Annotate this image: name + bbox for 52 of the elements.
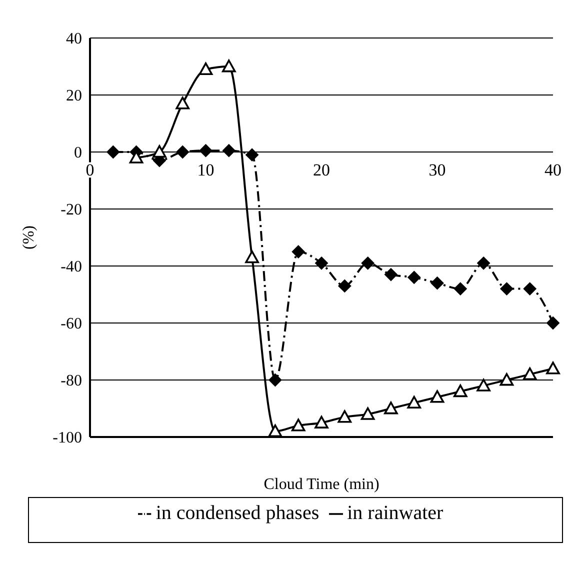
x-tick-label: 40	[544, 160, 562, 180]
y-axis-title: (%)	[20, 226, 38, 250]
point	[546, 316, 560, 330]
point	[152, 145, 166, 158]
point	[384, 268, 398, 282]
y-tick-label: -80	[60, 372, 82, 390]
point	[360, 407, 375, 420]
x-axis-title: Cloud Time (min)	[264, 476, 380, 493]
point	[546, 362, 560, 374]
point	[522, 367, 537, 380]
y-tick-label: 0	[74, 144, 82, 162]
point	[338, 410, 352, 423]
point	[176, 146, 190, 158]
point	[523, 282, 536, 296]
point	[477, 256, 490, 270]
point	[199, 144, 212, 158]
y-tick-label: -60	[60, 316, 82, 333]
point	[361, 256, 374, 270]
y-tick-label: -20	[60, 202, 82, 219]
point	[292, 245, 305, 258]
x-tick-label: 10	[197, 160, 214, 180]
point	[198, 62, 213, 76]
point	[245, 250, 259, 264]
point	[407, 396, 421, 408]
point	[314, 416, 328, 428]
point	[315, 256, 328, 270]
y-tick-label: 20	[66, 88, 82, 105]
point	[106, 146, 120, 158]
point	[408, 270, 421, 284]
point	[430, 276, 444, 290]
point	[430, 390, 444, 403]
point	[476, 378, 490, 392]
point	[500, 373, 514, 386]
point	[222, 144, 236, 158]
y-tick-label: 40	[66, 30, 82, 48]
point	[454, 282, 467, 296]
point	[268, 374, 282, 386]
x-tick-label: 20	[313, 160, 330, 180]
point	[338, 279, 352, 292]
point	[454, 384, 468, 398]
x-tick-label: 30	[428, 160, 446, 180]
point	[500, 282, 514, 296]
legend-label: in rainwater	[347, 502, 444, 524]
y-tick-label: -100	[52, 430, 82, 447]
point	[268, 424, 282, 437]
point	[246, 148, 259, 162]
point	[222, 60, 236, 72]
point	[176, 96, 190, 110]
legend-label: in condensed phases	[156, 502, 320, 524]
point	[291, 418, 306, 432]
y-tick-label: -40	[60, 258, 82, 276]
point	[384, 402, 398, 414]
